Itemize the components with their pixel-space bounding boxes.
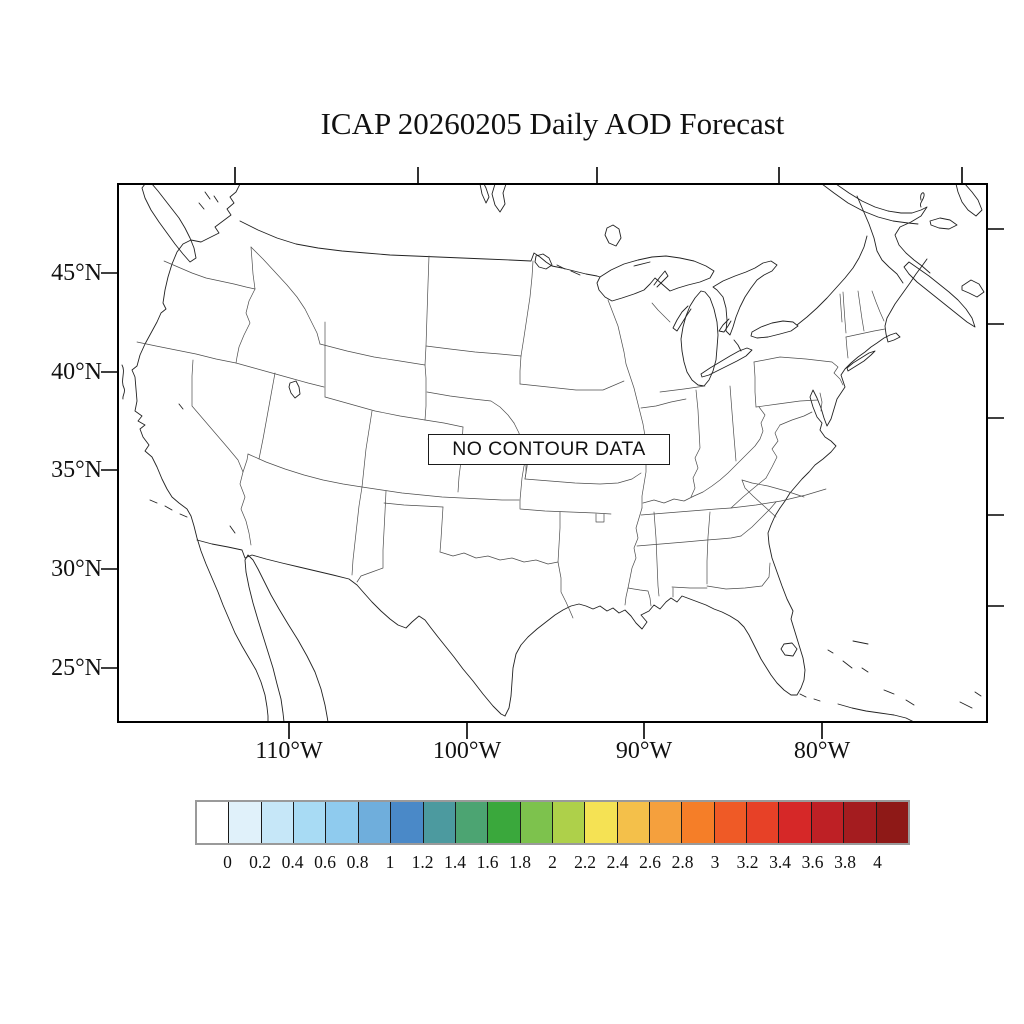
lon-label-80w: 80°W bbox=[793, 738, 851, 764]
colorbar-tick-label: 3.6 bbox=[801, 852, 824, 872]
lon-label-90w: 90°W bbox=[615, 738, 673, 764]
colorbar-cell-20 bbox=[844, 802, 877, 843]
colorbar-tick-label: 2.8 bbox=[671, 852, 694, 872]
colorbar-tick-label: 1.6 bbox=[476, 852, 499, 872]
colorbar-cell-9 bbox=[488, 802, 521, 843]
colorbar-tick-label: 3 bbox=[710, 852, 720, 872]
lat-label-35n: 35°N bbox=[51, 457, 102, 483]
map-artwork bbox=[121, 185, 985, 721]
colorbar-tick-label: 1.2 bbox=[411, 852, 434, 872]
colorbar-tick-label: 2.2 bbox=[574, 852, 596, 872]
lat-label-30n: 30°N bbox=[51, 556, 102, 582]
colorbar-labels: 0 0.2 0.4 0.6 0.8 1 1.2 1.4 1.6 1.8 2 2.2 2.4 2.6 2.8 3… bbox=[195, 852, 910, 876]
lon-label-110w: 110°W bbox=[255, 738, 323, 764]
map-frame bbox=[117, 183, 988, 723]
colorbar-tick-label: 2.6 bbox=[639, 852, 661, 872]
colorbar-tick-label: 0.8 bbox=[346, 852, 369, 872]
colorbar-cell-4 bbox=[326, 802, 359, 843]
colorbar-cell-13 bbox=[617, 802, 651, 843]
state-borders-layer bbox=[136, 246, 886, 619]
right-ticks bbox=[987, 228, 1004, 607]
colorbar-cell-15 bbox=[682, 802, 715, 843]
colorbar-tick-label: 1.8 bbox=[509, 852, 531, 872]
lon-label-100w: 100°W bbox=[432, 738, 502, 764]
colorbar-cell-19 bbox=[811, 802, 845, 843]
colorbar-cell-14 bbox=[650, 802, 683, 843]
lat-label-45n: 45°N bbox=[51, 260, 102, 286]
colorbar-cell-16 bbox=[714, 802, 748, 843]
colorbar-tick-label: 1.4 bbox=[444, 852, 466, 872]
colorbar-tick-label: 3.8 bbox=[834, 852, 856, 872]
colorbar-tick-label: 2 bbox=[548, 852, 557, 872]
colorbar-tick-label: 1 bbox=[385, 852, 395, 872]
colorbar-cell-2 bbox=[261, 802, 295, 843]
no-contour-data-label: NO CONTOUR DATA bbox=[428, 434, 670, 465]
coastline-layer bbox=[121, 185, 985, 721]
left-ticks bbox=[101, 272, 118, 669]
colorbar-cell-18 bbox=[779, 802, 812, 843]
plot-title: ICAP 20260205 Daily AOD Forecast bbox=[320, 106, 785, 141]
colorbar-tick-label: 2.4 bbox=[606, 852, 629, 872]
colorbar-tick-label: 0.2 bbox=[249, 852, 271, 872]
colorbar-cell-7 bbox=[423, 802, 456, 843]
colorbar-cell-21 bbox=[876, 802, 908, 843]
top-ticks bbox=[234, 167, 963, 184]
colorbar-cell-10 bbox=[520, 802, 553, 843]
colorbar-cell-12 bbox=[585, 802, 618, 843]
colorbar-cell-3 bbox=[294, 802, 327, 843]
colorbar-tick-label: 0 bbox=[223, 852, 232, 872]
colorbar-tick-label: 3.4 bbox=[769, 852, 791, 872]
colorbar-cell-8 bbox=[455, 802, 489, 843]
colorbar-cell-17 bbox=[747, 802, 780, 843]
colorbar-cell-5 bbox=[358, 802, 392, 843]
colorbar-tick-label: 3.2 bbox=[736, 852, 759, 872]
colorbar-cell-6 bbox=[391, 802, 424, 843]
colorbar-cell-0 bbox=[197, 802, 230, 843]
lat-label-40n: 40°N bbox=[51, 359, 102, 385]
colorbar-tick-label: 0.6 bbox=[314, 852, 336, 872]
colorbar-tick-label: 0.4 bbox=[281, 852, 304, 872]
colorbar-tick-label: 4 bbox=[873, 852, 882, 872]
colorbar-cell-11 bbox=[552, 802, 586, 843]
colorbar bbox=[195, 800, 910, 845]
lat-label-25n: 25°N bbox=[51, 655, 102, 681]
bottom-ticks bbox=[288, 722, 823, 739]
colorbar-cell-1 bbox=[229, 802, 262, 843]
axis-ticks bbox=[101, 167, 1004, 739]
